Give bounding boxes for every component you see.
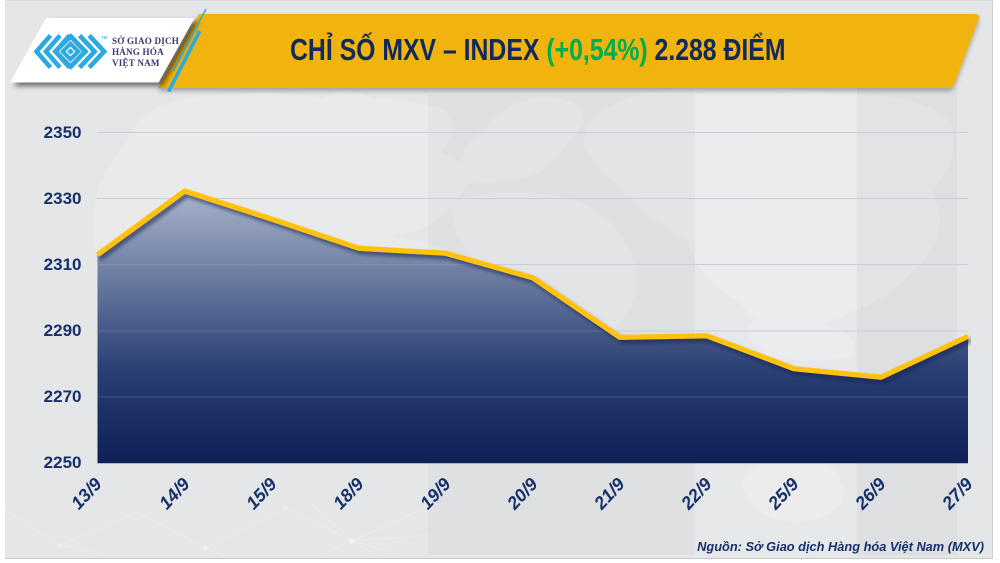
- svg-text:™: ™: [101, 36, 108, 43]
